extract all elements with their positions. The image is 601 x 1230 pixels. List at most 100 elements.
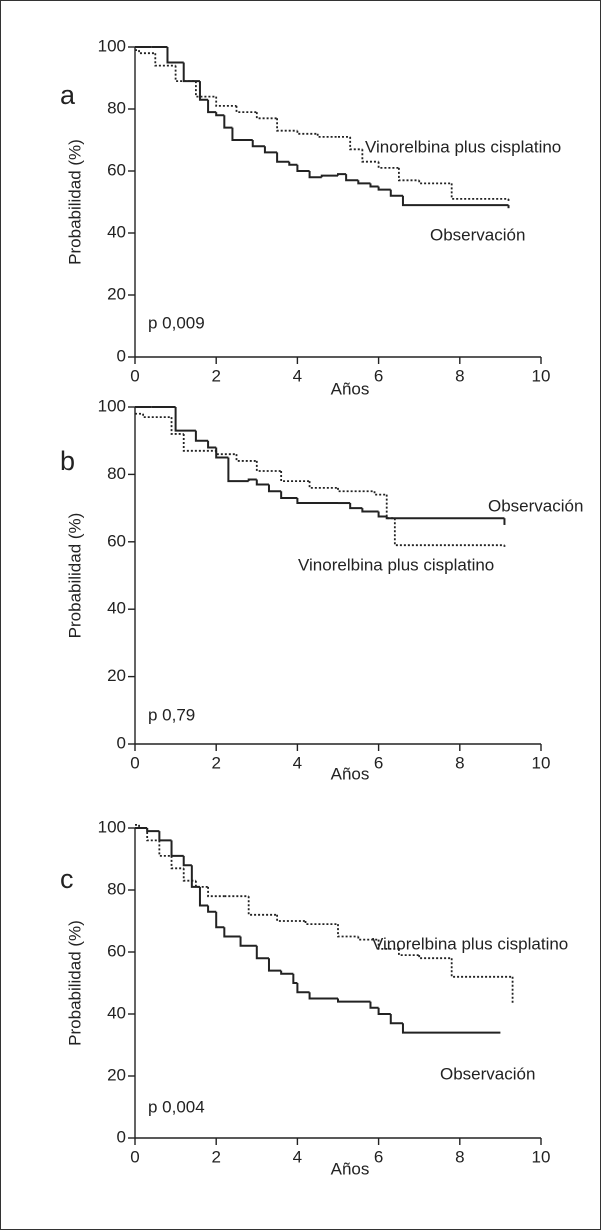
survival-step bbox=[158, 840, 172, 857]
x-tick-label: 6 bbox=[374, 1147, 383, 1166]
survival-step bbox=[349, 136, 363, 151]
survival-step bbox=[377, 939, 399, 950]
survival-step bbox=[450, 183, 509, 200]
x-tick-label: 2 bbox=[211, 753, 220, 772]
survival-step bbox=[198, 81, 209, 101]
y-tick-label: 20 bbox=[107, 284, 126, 303]
survival-step bbox=[337, 924, 359, 938]
survival-step bbox=[207, 905, 217, 913]
survival-step bbox=[373, 491, 387, 496]
survival-step bbox=[385, 516, 505, 520]
survival-step bbox=[349, 503, 363, 510]
survival-step bbox=[223, 927, 241, 938]
panel-letter: c bbox=[60, 864, 74, 894]
survival-step bbox=[296, 983, 310, 994]
survival-step bbox=[280, 471, 310, 483]
x-axis-title: Años bbox=[331, 764, 370, 783]
survival-step bbox=[361, 508, 379, 513]
y-tick-label: 40 bbox=[107, 599, 126, 618]
survival-step bbox=[369, 183, 379, 188]
y-tick-label: 80 bbox=[107, 464, 126, 483]
y-tick-label: 40 bbox=[107, 222, 126, 241]
y-tick-label: 100 bbox=[98, 36, 126, 55]
survival-step bbox=[296, 130, 318, 135]
survival-step bbox=[263, 146, 278, 154]
survival-step bbox=[398, 167, 420, 182]
survival-step bbox=[418, 955, 452, 960]
survival-step bbox=[182, 62, 200, 83]
x-tick-label: 8 bbox=[455, 366, 464, 385]
x-tick-label: 2 bbox=[211, 366, 220, 385]
survival-step bbox=[198, 886, 209, 907]
survival-step bbox=[182, 855, 192, 867]
survival-step bbox=[194, 430, 209, 442]
survival-step bbox=[288, 161, 298, 166]
survival-step bbox=[247, 478, 257, 482]
survival-step bbox=[223, 115, 233, 129]
y-tick-label: 80 bbox=[107, 879, 126, 898]
survival-step bbox=[174, 65, 196, 82]
panel-letter: b bbox=[60, 446, 75, 476]
survival-step bbox=[207, 99, 217, 114]
y-tick-label: 80 bbox=[107, 98, 126, 117]
survival-step bbox=[247, 896, 278, 916]
y-tick-label: 20 bbox=[107, 666, 126, 685]
survival-step bbox=[267, 958, 282, 972]
survival-step bbox=[215, 911, 225, 929]
series-label: Observación bbox=[430, 225, 525, 244]
survival-step bbox=[308, 171, 322, 179]
survival-step bbox=[357, 936, 379, 941]
x-axis-title: Años bbox=[331, 379, 370, 398]
survival-step bbox=[401, 195, 509, 207]
survival-step bbox=[377, 1007, 391, 1015]
survival-step bbox=[190, 865, 200, 888]
x-tick-label: 6 bbox=[374, 366, 383, 385]
x-tick-label: 0 bbox=[130, 753, 139, 772]
survival-step bbox=[215, 112, 225, 117]
survival-step bbox=[215, 96, 237, 107]
series-label: Observación bbox=[440, 1064, 535, 1083]
survival-step bbox=[227, 457, 249, 483]
x-tick-label: 0 bbox=[130, 1147, 139, 1166]
x-tick-label: 4 bbox=[293, 366, 302, 385]
x-tick-label: 10 bbox=[532, 366, 551, 385]
survival-step bbox=[255, 945, 269, 960]
p-value: p 0,79 bbox=[148, 705, 195, 724]
survival-step bbox=[267, 484, 282, 493]
survival-step bbox=[280, 970, 294, 975]
survival-step bbox=[235, 454, 257, 462]
survival-step bbox=[280, 491, 298, 499]
survival-step bbox=[337, 998, 371, 1003]
x-tick-label: 8 bbox=[455, 753, 464, 772]
survival-step bbox=[195, 81, 217, 98]
y-tick-label: 40 bbox=[107, 1003, 126, 1022]
y-tick-label: 60 bbox=[107, 160, 126, 179]
survival-step bbox=[239, 936, 257, 947]
survival-step bbox=[377, 186, 391, 191]
x-tick-label: 10 bbox=[532, 753, 551, 772]
survival-step bbox=[251, 140, 265, 148]
survival-step bbox=[215, 450, 237, 456]
survival-step bbox=[170, 855, 184, 870]
survival-step bbox=[166, 47, 184, 64]
survival-step bbox=[418, 180, 452, 185]
y-tick-label: 100 bbox=[98, 396, 126, 415]
x-tick-label: 10 bbox=[532, 1147, 551, 1166]
y-tick-label: 20 bbox=[107, 1065, 126, 1084]
series-label: Vinorelbina plus cisplatino bbox=[372, 934, 568, 953]
survival-step bbox=[174, 407, 196, 432]
y-axis-title: Probabilidad (%) bbox=[65, 513, 84, 639]
x-axis-title: Años bbox=[331, 1159, 370, 1178]
panel-letter: a bbox=[60, 80, 76, 110]
survival-step bbox=[276, 914, 306, 922]
survival-step bbox=[296, 164, 310, 172]
series-label: Observación bbox=[488, 496, 583, 515]
survival-step bbox=[296, 497, 338, 505]
survival-step bbox=[207, 886, 225, 898]
y-tick-label: 100 bbox=[98, 817, 126, 836]
survival-step bbox=[182, 868, 196, 882]
survival-step bbox=[138, 50, 156, 55]
survival-step bbox=[357, 180, 371, 185]
